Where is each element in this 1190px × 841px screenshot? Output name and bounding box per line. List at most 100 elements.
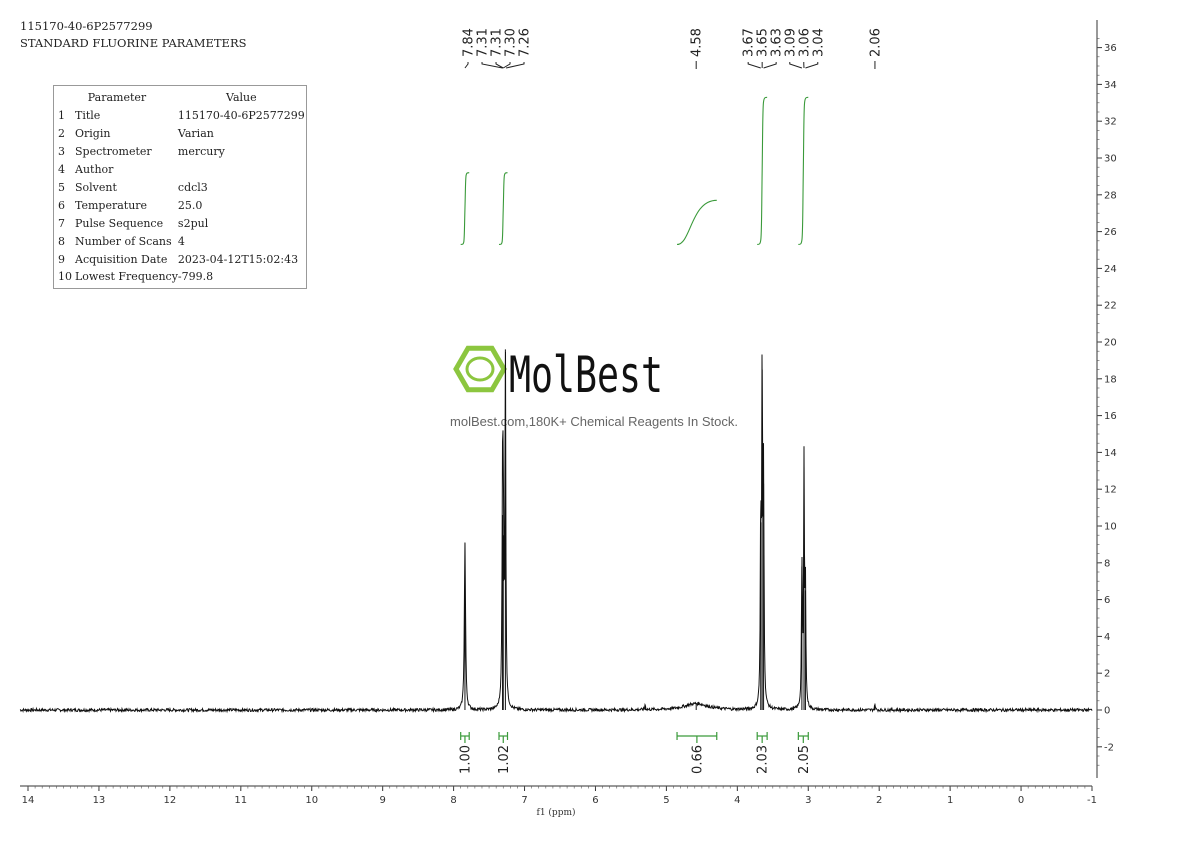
param-index: 10 xyxy=(58,270,72,284)
integral-curve xyxy=(757,96,768,246)
y-tick-label: 22 xyxy=(1104,301,1117,312)
y-tick-label: 14 xyxy=(1104,448,1117,459)
param-value: 2023-04-12T15:02:43 xyxy=(177,252,299,266)
x-tick-label: 4 xyxy=(734,795,740,806)
param-name: Title xyxy=(75,109,101,123)
x-tick-label: 13 xyxy=(93,795,106,806)
y-tick-label: 18 xyxy=(1104,374,1117,385)
y-tick-label: -2 xyxy=(1104,742,1114,753)
param-index: 9 xyxy=(58,252,65,266)
x-tick-label: 11 xyxy=(234,795,247,806)
peak-label-leader xyxy=(502,62,511,69)
integral-curve xyxy=(460,172,470,246)
parameter-table: Parameter Value 1 Title 115170-40-6P257729… xyxy=(53,85,307,289)
y-tick-label: 0 xyxy=(1104,706,1110,717)
y-tick-label: 16 xyxy=(1104,411,1117,422)
param-row: 7 Pulse Sequence s2pul xyxy=(56,214,305,232)
peak-label: 3.63 xyxy=(770,28,785,57)
peak-label-leader xyxy=(747,62,761,69)
param-index: 7 xyxy=(58,216,65,230)
x-tick-label: 9 xyxy=(379,795,385,806)
param-row: 5 Solvent cdcl3 xyxy=(56,179,305,197)
integral-value: 0.66 xyxy=(690,745,705,774)
integral-curve xyxy=(498,172,508,246)
param-value: s2pul xyxy=(177,216,209,230)
x-tick-label: 2 xyxy=(876,795,882,806)
y-tick-label: 30 xyxy=(1104,154,1117,165)
peak-label-leader xyxy=(481,62,503,69)
integral-curve xyxy=(798,96,809,246)
param-value: 25.0 xyxy=(177,198,203,212)
param-value: -799.8 xyxy=(177,270,214,284)
spectrum-trace xyxy=(19,349,1093,714)
y-tick-label: 6 xyxy=(1104,595,1110,606)
param-row: 9 Acquisition Date 2023-04-12T15:02:43 xyxy=(56,250,305,268)
x-tick-label: -1 xyxy=(1087,795,1097,806)
col-header-parameter: Parameter xyxy=(87,91,147,104)
peak-label-leader xyxy=(505,62,525,69)
param-row: 3 Spectrometer mercury xyxy=(56,143,305,161)
param-name: Lowest Frequency xyxy=(75,270,178,284)
y-tick-label: 8 xyxy=(1104,558,1110,569)
peak-label-leader xyxy=(789,62,803,69)
x-tick-label: 12 xyxy=(163,795,176,806)
integral-labels: 1.00 1.02 0.66 2.03 2.05 xyxy=(458,732,812,774)
y-tick-label: 36 xyxy=(1104,43,1117,54)
y-tick-label: 4 xyxy=(1104,632,1110,643)
peak-labels: 7.84 7.31 7.31 7.30 7.26 4.58 3.67 3.65 3.633.09… xyxy=(462,28,883,69)
parameter-set-title: STANDARD FLUORINE PARAMETERS xyxy=(20,36,247,50)
peak-label: 7.26 xyxy=(518,28,533,57)
y-tick-label: 2 xyxy=(1104,669,1110,680)
x-tick-label: 10 xyxy=(305,795,318,806)
param-index: 8 xyxy=(58,234,65,248)
y-tick-label: 28 xyxy=(1104,190,1117,201)
spectrum-line xyxy=(19,351,1093,714)
x-tick-label: 1 xyxy=(947,795,953,806)
x-tick-label: 3 xyxy=(805,795,811,806)
integral-curve xyxy=(676,199,717,246)
axes: 14 13 12 11 10 9 8 7 6 5 4 3 2 1 0 -1363432302826242220… xyxy=(20,20,1117,818)
peak-label: 7.30 xyxy=(504,28,519,57)
y-tick-label: 20 xyxy=(1104,338,1117,349)
y-tick-label: 12 xyxy=(1104,485,1117,496)
peak-label: 7.31 xyxy=(476,28,491,57)
integral-value: 1.02 xyxy=(497,745,512,774)
y-tick-label: 26 xyxy=(1104,227,1117,238)
peak-label-leader xyxy=(495,62,504,69)
x-tick-label: 7 xyxy=(521,795,527,806)
peak-label: 7.84 xyxy=(462,28,477,57)
param-row: 2 Origin Varian xyxy=(56,125,305,143)
x-tick-label: 0 xyxy=(1018,795,1024,806)
param-row: 4 Author xyxy=(56,161,305,179)
param-value: mercury xyxy=(177,145,225,159)
sample-id: 115170-40-6P2577299 xyxy=(20,19,153,33)
y-tick-label: 32 xyxy=(1104,117,1117,128)
peak-label-leader xyxy=(464,62,469,69)
peak-label: 3.06 xyxy=(797,28,812,57)
y-tick-label: 24 xyxy=(1104,264,1117,275)
brand-tagline: molBest.com,180K+ Chemical Reagents In S… xyxy=(450,414,738,429)
peak-label-leader xyxy=(805,62,819,69)
integral-value: 2.05 xyxy=(797,745,812,774)
brand-name: MolBest xyxy=(509,346,663,404)
param-value: 4 xyxy=(177,234,185,248)
x-tick-label: 5 xyxy=(663,795,669,806)
molbest-watermark: MolBest molBest.com,180K+ Chemical Reagen… xyxy=(450,345,738,429)
x-tick-label: 8 xyxy=(450,795,456,806)
x-axis-title: f1 (ppm) xyxy=(537,807,576,818)
peak-label: 3.04 xyxy=(811,28,826,57)
peak-label: 3.09 xyxy=(783,28,798,57)
param-value: Varian xyxy=(177,127,214,141)
benzene-logo-icon xyxy=(453,345,507,393)
integral-value: 2.03 xyxy=(756,745,771,774)
param-name: Pulse Sequence xyxy=(75,216,164,230)
peak-label: 7.31 xyxy=(490,28,505,57)
param-index: 3 xyxy=(58,145,65,159)
param-row: 10 Lowest Frequency -799.8 xyxy=(56,268,305,286)
param-name: Author xyxy=(75,163,114,177)
param-value: 115170-40-6P2577299 xyxy=(177,109,305,123)
integral-curves xyxy=(460,96,809,246)
param-name: Origin xyxy=(75,127,111,141)
param-name: Temperature xyxy=(75,198,148,212)
param-value xyxy=(178,161,305,179)
